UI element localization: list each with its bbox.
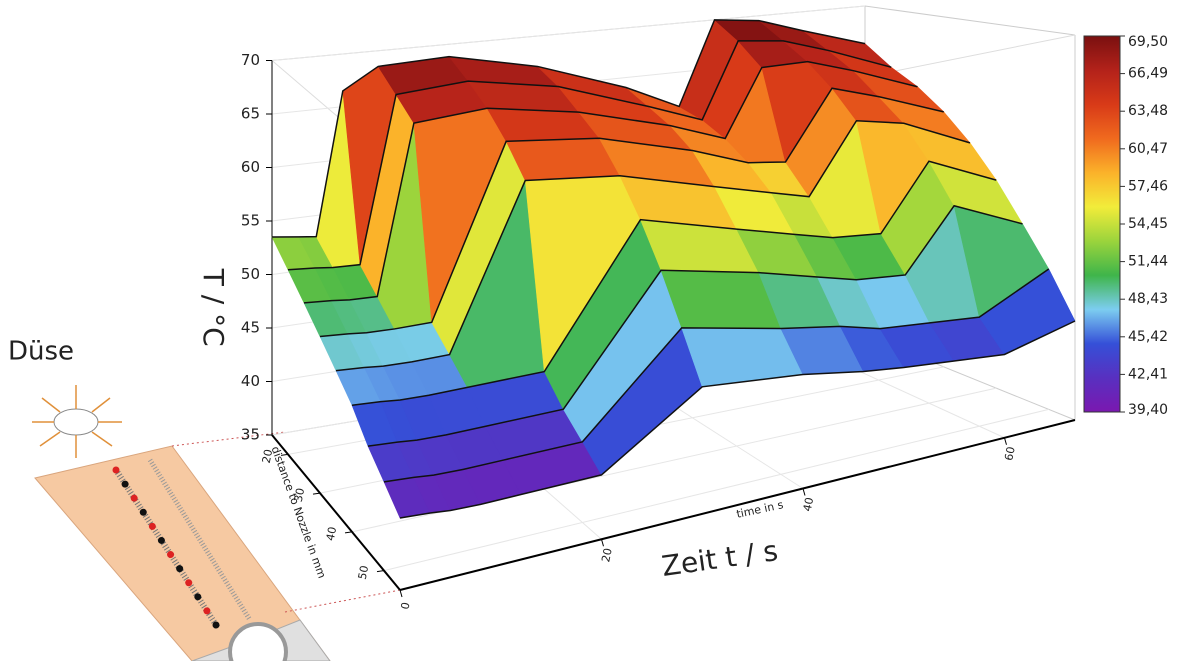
- sensor-dot: [113, 467, 120, 474]
- colorbar: [1084, 36, 1120, 412]
- colorbar-tick-label: 54,45: [1128, 216, 1168, 232]
- sensor-dot: [194, 593, 201, 600]
- guide-line: [172, 432, 285, 446]
- z-tick-label: 40: [241, 372, 260, 390]
- colorbar-tick-label: 66,49: [1128, 66, 1168, 82]
- sensor-dot: [213, 622, 220, 629]
- time-annotation: Zeit t / s: [660, 534, 780, 583]
- z-tick-label: 70: [241, 51, 260, 69]
- tick-mark: [803, 489, 805, 496]
- y-tick-label: 40: [324, 526, 340, 542]
- colorbar-tick-label: 51,44: [1128, 254, 1168, 270]
- z-tick-label: 50: [241, 265, 260, 283]
- colorbar-tick-label: 60,47: [1128, 141, 1168, 157]
- z-tick-label: 35: [241, 426, 260, 444]
- sensor-dot: [176, 565, 183, 572]
- sensor-dot: [203, 607, 210, 614]
- z-tick-label: 65: [241, 105, 260, 123]
- colorbar-tick-label: 69,50: [1128, 34, 1168, 50]
- x-tick-label: 0: [398, 601, 412, 611]
- colorbar-tick-label: 42,41: [1128, 366, 1168, 382]
- x-tick-label: 20: [599, 547, 615, 563]
- sensor-hole: [230, 624, 286, 661]
- x-axis-title: time in s: [735, 498, 785, 521]
- z-axis-title: T / °C: [197, 268, 230, 347]
- colorbar-tick-label: 63,48: [1128, 103, 1168, 119]
- sensor-dot: [122, 481, 129, 488]
- chart: Düse 3540455055606570020406020304050T / …: [0, 0, 1181, 661]
- z-tick-label: 60: [241, 158, 260, 176]
- y-tick-label: 50: [356, 564, 372, 580]
- colorbar-tick-label: 39,40: [1128, 402, 1168, 418]
- sensor-dot: [185, 579, 192, 586]
- page: {"chart_data": { "type": "surface3d", "a…: [0, 0, 1181, 661]
- x-tick-label: 60: [1002, 445, 1018, 461]
- colorbar-tick-label: 45,42: [1128, 329, 1168, 345]
- z-tick-label: 55: [241, 212, 260, 230]
- nozzle-rays: [32, 385, 122, 458]
- sensor-dot: [167, 551, 174, 558]
- sensor-dot: [158, 537, 165, 544]
- tick-mark: [400, 590, 402, 597]
- sensor-dot: [149, 523, 156, 530]
- tick-mark: [601, 539, 603, 546]
- sensor-dot: [140, 509, 147, 516]
- colorbar-tick-label: 48,43: [1128, 291, 1168, 307]
- y-axis-title: distance to Nozzle in mm: [269, 445, 329, 580]
- x-tick-label: 40: [801, 496, 817, 512]
- tick-mark: [1004, 438, 1006, 445]
- box-edge: [865, 6, 1075, 35]
- colorbar-tick-label: 57,46: [1128, 178, 1168, 194]
- nozzle: [54, 409, 98, 435]
- nozzle-label: Düse: [8, 337, 74, 367]
- sensor-dot: [131, 495, 138, 502]
- guide-line: [285, 590, 400, 612]
- z-tick-label: 45: [241, 319, 260, 337]
